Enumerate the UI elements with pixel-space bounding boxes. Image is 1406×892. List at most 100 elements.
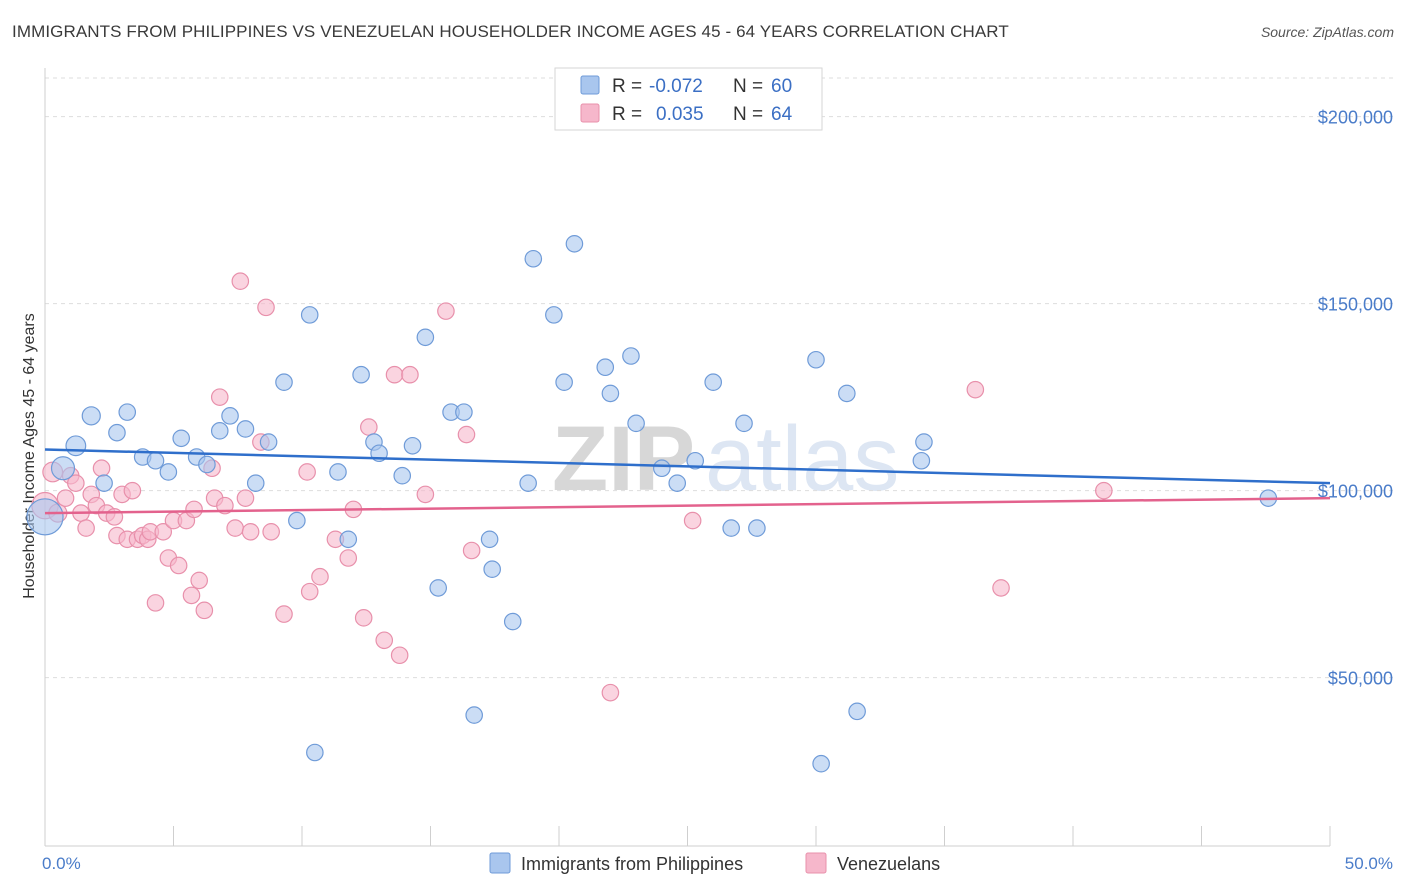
venezuelans-point bbox=[154, 523, 173, 541]
venezuelans-point bbox=[457, 425, 476, 444]
philippines-point bbox=[210, 422, 229, 440]
legend-r-label-venezuelans: R = bbox=[612, 104, 642, 125]
y-axis-tick-labels: $50,000 $100,000 $150,000 $200,000 bbox=[1318, 108, 1393, 689]
venezuelans-point bbox=[1095, 481, 1113, 500]
philippines-point bbox=[519, 474, 537, 492]
philippines-point bbox=[483, 560, 501, 579]
venezuelans-point bbox=[966, 380, 985, 399]
venezuelans-point bbox=[210, 388, 229, 406]
y-tick-label: $200,000 bbox=[1318, 108, 1393, 128]
philippines-point bbox=[118, 403, 137, 421]
philippines-point bbox=[480, 530, 499, 549]
venezuelans-point bbox=[236, 489, 255, 507]
venezuelans-point bbox=[241, 523, 260, 541]
philippines-point bbox=[236, 420, 255, 438]
venezuelans-point bbox=[56, 489, 75, 507]
watermark-atlas: atlas bbox=[705, 408, 899, 510]
philippines-point bbox=[915, 433, 933, 451]
x-axis-ticks bbox=[44, 826, 1331, 846]
philippines-point bbox=[912, 451, 931, 470]
philippines-point bbox=[50, 456, 76, 481]
legend-r-label-philippines: R = bbox=[612, 76, 642, 97]
y-axis-label: Householder Income Ages 45 - 64 years bbox=[21, 313, 38, 599]
philippines-point bbox=[329, 463, 347, 481]
philippines-point bbox=[403, 436, 422, 455]
philippines-point bbox=[198, 455, 216, 474]
philippines-point bbox=[172, 429, 191, 448]
bottom-legend-label-philippines: Immigrants from Philippines bbox=[521, 854, 743, 874]
stats-legend: R = -0.072 N = 60 R = 0.035 N = 64 bbox=[554, 67, 823, 131]
bottom-legend-swatch-venezuelans bbox=[805, 852, 827, 874]
venezuelans-point bbox=[195, 601, 214, 620]
venezuelans-point bbox=[182, 586, 201, 605]
philippines-point bbox=[465, 706, 483, 724]
legend-swatch-venezuelans bbox=[580, 103, 600, 123]
philippines-point bbox=[555, 373, 573, 391]
venezuelans-point bbox=[354, 609, 373, 627]
venezuelans-point bbox=[339, 549, 358, 567]
philippines-point bbox=[339, 530, 358, 549]
x-tick-label-min: 0.0% bbox=[42, 854, 81, 873]
legend-r-value-venezuelans: 0.035 bbox=[656, 104, 704, 125]
venezuelans-point bbox=[67, 474, 85, 492]
philippines-point bbox=[838, 384, 856, 403]
venezuelans-point bbox=[601, 683, 620, 702]
venezuelans-point bbox=[375, 631, 394, 650]
venezuelans-point bbox=[226, 519, 244, 537]
venezuelans-point bbox=[169, 556, 188, 575]
venezuelans-point bbox=[190, 571, 208, 590]
watermark-zip: ZIP bbox=[552, 408, 695, 510]
philippines-point bbox=[108, 423, 126, 442]
venezuelans-point bbox=[416, 485, 435, 504]
y-tick-label: $50,000 bbox=[1328, 669, 1393, 689]
philippines-point bbox=[288, 511, 306, 530]
venezuelans-point bbox=[390, 646, 409, 665]
venezuelans-point bbox=[462, 541, 481, 560]
philippines-point bbox=[65, 435, 87, 457]
venezuelans-point bbox=[992, 579, 1010, 597]
philippines-point bbox=[503, 612, 522, 631]
philippines-point bbox=[306, 743, 324, 762]
philippines-point bbox=[416, 328, 435, 347]
legend-n-label-venezuelans: N = bbox=[733, 104, 763, 125]
watermark: ZIP atlas bbox=[552, 408, 899, 510]
philippines-trend-line bbox=[44, 448, 1331, 485]
philippines-point bbox=[246, 474, 265, 492]
philippines-point bbox=[159, 463, 178, 481]
venezuelans-point bbox=[185, 500, 203, 519]
bottom-legend: Immigrants from Philippines Venezuelans bbox=[489, 852, 940, 874]
philippines-point bbox=[275, 373, 293, 391]
venezuelans-trend-line bbox=[44, 496, 1331, 515]
philippines-point bbox=[735, 414, 753, 433]
y-tick-label: $100,000 bbox=[1318, 482, 1393, 502]
source-credit: Source: ZipAtlas.com bbox=[1260, 24, 1394, 40]
philippines-point bbox=[524, 249, 543, 268]
philippines-point bbox=[686, 451, 705, 470]
philippines-point bbox=[652, 459, 671, 478]
venezuelans-point bbox=[300, 582, 319, 601]
philippines-point bbox=[352, 365, 370, 384]
philippines-point bbox=[627, 414, 645, 433]
venezuelans-point bbox=[257, 298, 275, 317]
x-tick-label-max: 50.0% bbox=[1345, 854, 1393, 873]
philippines-point bbox=[146, 451, 165, 470]
venezuelans-point bbox=[92, 459, 111, 478]
philippines-point bbox=[812, 754, 830, 773]
philippines-point bbox=[848, 702, 866, 721]
chart-title: IMMIGRANTS FROM PHILIPPINES VS VENEZUELA… bbox=[12, 22, 1009, 41]
philippines-point bbox=[259, 433, 278, 451]
venezuelans-point bbox=[385, 365, 404, 384]
philippines-point bbox=[545, 306, 563, 324]
philippines-point bbox=[300, 306, 319, 324]
philippines-point bbox=[668, 474, 687, 492]
venezuelans-point bbox=[123, 481, 142, 500]
venezuelans-point bbox=[146, 594, 165, 612]
venezuelans-point bbox=[77, 519, 95, 537]
venezuelans-point bbox=[401, 365, 419, 384]
philippines-point bbox=[601, 384, 620, 403]
bottom-legend-swatch-philippines bbox=[489, 852, 511, 874]
venezuelans-point bbox=[275, 605, 293, 623]
legend-swatch-philippines bbox=[580, 75, 600, 95]
philippines-point bbox=[26, 498, 64, 536]
